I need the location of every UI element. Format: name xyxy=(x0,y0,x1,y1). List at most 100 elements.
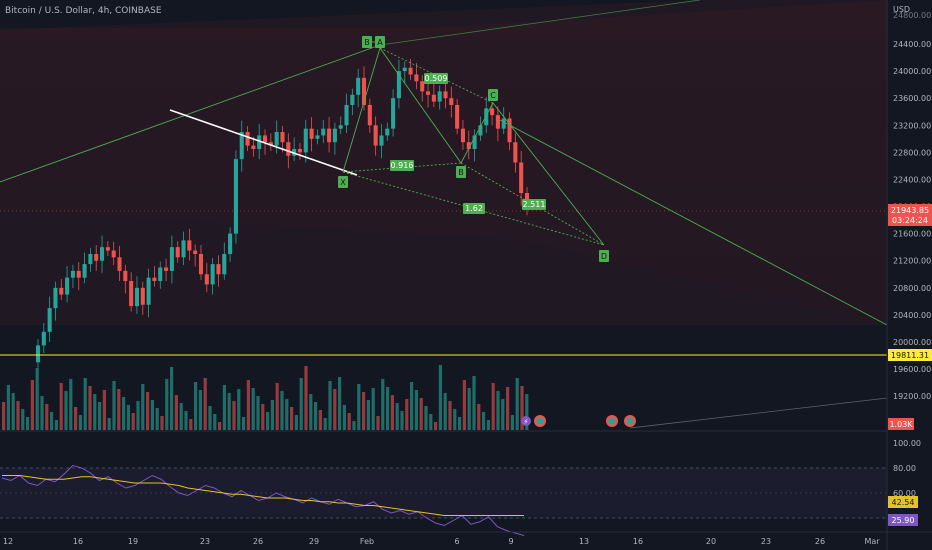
volume-bar xyxy=(88,386,92,430)
volume-bar xyxy=(146,392,150,430)
volume-bar xyxy=(453,409,457,430)
candle xyxy=(105,247,110,251)
candle xyxy=(460,128,466,143)
candle xyxy=(286,142,291,156)
svg-text:D: D xyxy=(601,252,607,261)
time-tick-label: 29 xyxy=(309,537,319,546)
candle xyxy=(344,104,349,126)
candle xyxy=(193,250,198,254)
volume-bar xyxy=(371,388,375,430)
candle xyxy=(204,274,209,285)
candle xyxy=(303,128,308,153)
price-tick-label: 24400.00 xyxy=(893,40,931,49)
volume-bar xyxy=(366,400,370,430)
candle xyxy=(181,240,186,258)
volume-bar xyxy=(150,400,154,430)
volume-bar xyxy=(6,385,10,430)
volume-bar xyxy=(419,398,423,430)
volume-bar xyxy=(491,383,495,430)
volume-bar xyxy=(131,413,135,430)
candle xyxy=(356,77,361,95)
candle xyxy=(76,270,81,278)
price-axis-labels[interactable]: 19200.00 19600.00 20000.00 20400.00 20800.00… xyxy=(893,11,931,401)
time-tick-label: Feb xyxy=(360,537,374,546)
volume-bar xyxy=(290,407,294,430)
candle xyxy=(94,253,99,261)
volume-bar xyxy=(246,380,250,430)
candle xyxy=(111,250,116,258)
volume-bar xyxy=(414,390,418,430)
volume-bar xyxy=(107,418,111,430)
time-axis-labels[interactable]: 12 16 19 23 26 29 Feb 6 9 13 16 20 23 26 Mar xyxy=(3,537,880,546)
volume-bar xyxy=(198,390,202,430)
volume-bar xyxy=(155,408,159,430)
volume-bar xyxy=(122,397,126,430)
candle xyxy=(123,270,128,282)
candle xyxy=(321,128,326,136)
volume-bar xyxy=(256,396,260,430)
support-level-badge: 19811.31 xyxy=(888,349,932,361)
volume-bar xyxy=(194,382,198,430)
volume-bar xyxy=(45,404,49,430)
harmonic-pattern xyxy=(342,41,605,246)
candle xyxy=(338,125,343,129)
volume-bar xyxy=(405,399,409,430)
candle xyxy=(41,331,46,346)
candle xyxy=(99,247,105,261)
candle xyxy=(216,264,221,275)
candle xyxy=(47,308,52,332)
candle xyxy=(158,267,163,282)
candle xyxy=(507,118,512,143)
volume-bar xyxy=(299,378,303,430)
candle xyxy=(472,135,477,149)
candle xyxy=(385,128,390,136)
candle xyxy=(198,253,204,275)
volume-bar xyxy=(362,392,366,430)
time-tick-label: 16 xyxy=(73,537,83,546)
volume-bar xyxy=(323,418,327,430)
svg-text:C: C xyxy=(490,91,496,100)
candle xyxy=(35,345,41,363)
time-tick-label: 9 xyxy=(508,537,513,546)
volume-bar xyxy=(203,378,207,430)
volume-bar xyxy=(338,377,342,430)
volume-bar xyxy=(386,387,390,430)
volume-bar xyxy=(515,378,519,430)
candle xyxy=(396,71,401,99)
volume-bar xyxy=(501,399,505,430)
svg-text:2.511: 2.511 xyxy=(523,200,546,209)
svg-text:03:24:24: 03:24:24 xyxy=(892,216,928,225)
price-tick-label: 23200.00 xyxy=(893,121,931,130)
event-icons[interactable]: ⚡ xyxy=(521,415,636,427)
volume-bar xyxy=(30,380,34,430)
svg-text:0.509: 0.509 xyxy=(425,74,448,83)
price-tick-label: 21200.00 xyxy=(893,257,931,266)
volume-bar xyxy=(160,416,164,430)
volume-bar xyxy=(261,404,265,430)
time-tick-label: 13 xyxy=(579,537,589,546)
candle xyxy=(495,115,500,129)
volume-bar xyxy=(50,412,54,430)
volume-bar xyxy=(102,390,106,430)
volume-bar xyxy=(189,419,193,430)
candle xyxy=(175,247,180,258)
candle xyxy=(501,118,506,129)
volume-bar xyxy=(314,402,318,430)
svg-text:⚡: ⚡ xyxy=(524,418,529,426)
volume-bar xyxy=(410,382,414,430)
candle xyxy=(373,125,378,146)
volume-bar xyxy=(83,378,87,430)
trend-lines xyxy=(0,0,888,326)
candle xyxy=(169,247,174,271)
volume-bar xyxy=(458,417,462,430)
volume-bar xyxy=(506,387,510,430)
volume-bar xyxy=(304,366,308,430)
time-tick-label: 23 xyxy=(761,537,771,546)
price-tick-label: 20400.00 xyxy=(893,311,931,320)
chart-title[interactable]: Bitcoin / U.S. Dollar, 4h, COINBASE xyxy=(5,6,162,16)
candle xyxy=(431,94,436,102)
candle xyxy=(297,148,303,153)
volume-bar xyxy=(381,379,385,430)
candle xyxy=(88,253,93,265)
